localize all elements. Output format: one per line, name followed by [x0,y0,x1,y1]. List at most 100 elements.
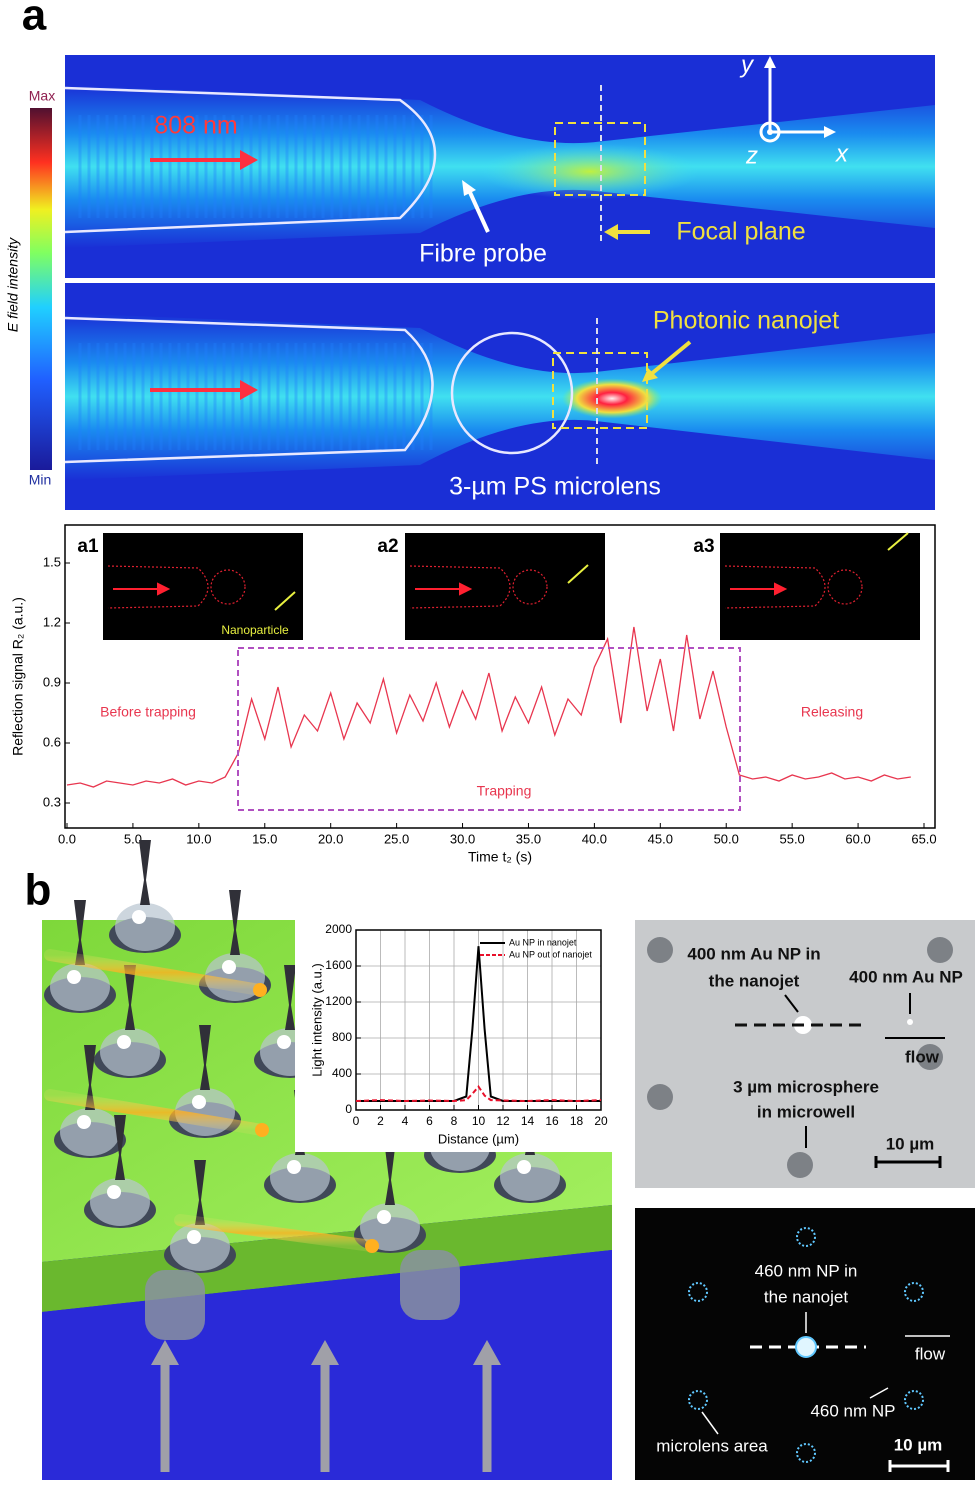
flow-label: flow [905,1047,940,1066]
axis-x: x [835,140,849,167]
particle [253,983,267,997]
np-label: 400 nm Au NP in [687,944,820,963]
x-tick-label: 12 [496,1114,510,1128]
annotation: Trapping [477,783,532,799]
y-axis-label: Reflection signal R₂ (a.u.) [10,597,26,756]
trapping-box [237,647,741,811]
plot-frame [64,524,936,829]
inset-fibre [107,565,209,609]
x-tick-label: 60.0 [845,831,870,846]
focus-box [554,122,646,196]
sphere-highlight [377,1210,391,1224]
series-line [355,1084,602,1103]
sphere-highlight [517,1160,531,1174]
particle-track [44,949,266,996]
inset-lens [210,569,246,605]
sphere-highlight [187,1230,201,1244]
nanojet-label: Photonic nanojet [653,307,839,335]
sphere-highlight [222,960,236,974]
axis-icon [764,56,836,138]
microlens-ring [688,1390,708,1410]
pointer [466,187,490,233]
inset-arrow [113,582,171,596]
inset-label: a1 [77,536,99,557]
y-tick-label: 400 [332,1066,352,1080]
microlens-ring [904,1390,924,1410]
inset-lens [512,569,548,605]
sphere-highlight [287,1160,301,1174]
inset-note: Nanoparticle [221,623,289,637]
microwell-spot [787,1152,813,1178]
np-label: the nanojet [709,971,800,990]
colorbar [30,108,52,470]
nanojet-cone [194,1160,206,1225]
y-tick-label: 1200 [325,994,352,1008]
nanojet-cone [114,1115,126,1180]
pointer [648,340,692,377]
np-label: 400 nm Au NP [849,967,963,986]
arrow [150,380,258,400]
colorbar-max: Max [29,88,55,104]
sphere-label: 3 µm microsphere [733,1077,879,1096]
inset-fibre [724,565,826,609]
np-label: the nanojet [764,1287,848,1306]
microlens-label: microlens area [656,1436,768,1455]
legend-label: Au NP out of nanojet [509,949,592,959]
focus-box [552,352,648,429]
y-tick-label: 0.6 [43,734,61,749]
inset-image [720,533,920,640]
inset-pointer [887,532,909,551]
nanoparticle [795,1336,817,1358]
x-tick-label: 10.0 [186,831,211,846]
inset-arrow [730,582,788,596]
inset-label: a2 [377,536,398,557]
sphere-highlight [107,1185,121,1199]
microlens-ring [796,1227,816,1247]
jet [480,143,700,200]
microlens-ring [796,1443,816,1463]
y-tick-label: 1.5 [43,554,61,569]
nanojet [562,378,662,419]
x-tick-label: 8 [451,1114,458,1128]
inset-pointer [274,591,296,611]
x-tick-label: 4 [402,1114,409,1128]
x-tick-label: 6 [426,1114,433,1128]
particle-track [174,1214,378,1252]
particle [365,1239,379,1253]
beam [65,313,935,480]
y-tick-label: 0.9 [43,674,61,689]
pointer [869,1387,889,1399]
colorbar-title: E field intensity [5,237,21,332]
microsphere [100,1028,160,1076]
fibre-outline [64,316,434,464]
microsphere [115,903,175,951]
microsphere [90,1178,150,1226]
light-arrow-head [473,1340,501,1365]
nanojet-cone [139,840,151,905]
nanojet-cone [84,1045,96,1110]
scale-label: 10 µm [886,1134,935,1153]
x-tick-label: 35.0 [516,831,541,846]
x-tick-label: 10 [472,1114,486,1128]
x-tick-label: 5.0 [124,831,142,846]
microlens-label: 3-µm PS microlens [449,473,661,501]
microlens [450,331,574,455]
sphere-highlight [117,1035,131,1049]
microwell-spot [927,937,953,963]
microsphere [170,1223,230,1271]
nanojet-cone [199,1025,211,1090]
colorbar-min: Min [29,472,52,488]
sphere-label: in microwell [757,1102,855,1121]
x-tick-label: 20.0 [318,831,343,846]
y-tick-label: 0 [345,1102,352,1116]
annotation: Releasing [801,704,863,720]
particle [255,1123,269,1137]
nanojet-cone [124,965,136,1030]
cutaway-sphere [145,1270,205,1340]
microsphere [50,963,110,1011]
flow-label: flow [915,1344,946,1363]
signal-line [66,626,911,788]
fibre-outline [64,86,437,234]
x-tick-label: 65.0 [911,831,936,846]
